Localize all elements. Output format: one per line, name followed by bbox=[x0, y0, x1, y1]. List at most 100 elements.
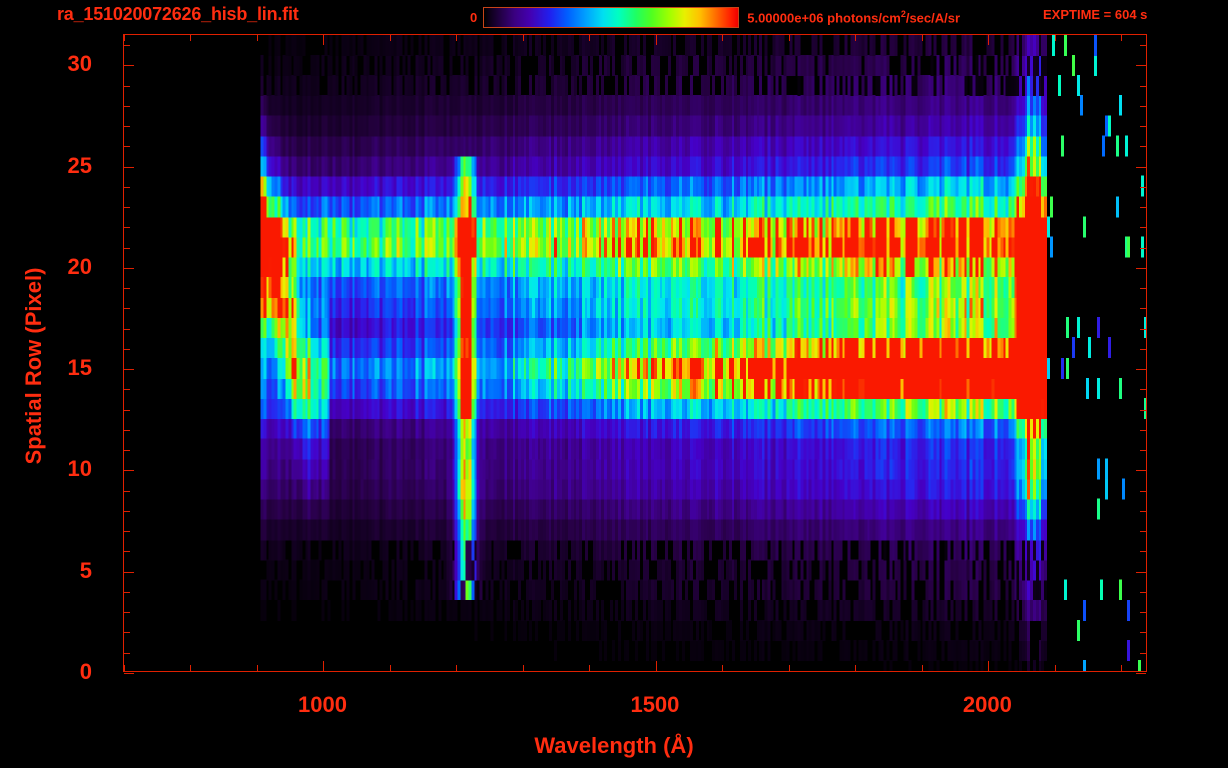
x-tick-1800 bbox=[855, 665, 856, 671]
y-tick-24 bbox=[124, 187, 130, 188]
colorbar-units-exponent: 2 bbox=[900, 8, 906, 19]
y-tick-right-2 bbox=[1140, 632, 1146, 633]
y-tick-16 bbox=[124, 349, 130, 350]
x-tick-1300 bbox=[523, 665, 524, 671]
x-tick-top-900 bbox=[257, 35, 258, 41]
y-tick-4 bbox=[124, 592, 130, 593]
x-axis-title: Wavelength (Å) bbox=[534, 733, 694, 758]
y-tick-29 bbox=[124, 86, 130, 87]
y-tick-20 bbox=[124, 268, 134, 269]
y-tick-right-3 bbox=[1140, 612, 1146, 613]
x-tick-label-2000: 2000 bbox=[962, 692, 1012, 717]
y-tick-right-7 bbox=[1140, 531, 1146, 532]
y-tick-right-26 bbox=[1140, 146, 1146, 147]
x-tick-top-800 bbox=[190, 35, 191, 41]
x-tick-top-1000 bbox=[323, 35, 324, 45]
y-tick-right-24 bbox=[1140, 187, 1146, 188]
y-tick-right-23 bbox=[1140, 207, 1146, 208]
x-tick-top-2200 bbox=[1121, 35, 1122, 41]
x-tick-1200 bbox=[456, 665, 457, 671]
file-title: ra_151020072626_hisb_lin.fit bbox=[57, 4, 299, 24]
x-tick-top-700 bbox=[124, 35, 125, 41]
y-tick-6 bbox=[124, 551, 130, 552]
y-tick-right-13 bbox=[1140, 410, 1146, 411]
spectrogram-image bbox=[124, 35, 1146, 671]
colorbar-max-value: 5.00000e+06 bbox=[747, 10, 824, 26]
y-tick-right-20 bbox=[1136, 268, 1146, 269]
y-tick-7 bbox=[124, 531, 130, 532]
y-tick-right-4 bbox=[1140, 592, 1146, 593]
y-tick-23 bbox=[124, 207, 130, 208]
y-tick-27 bbox=[124, 126, 130, 127]
x-tick-2000 bbox=[988, 661, 989, 671]
y-tick-17 bbox=[124, 329, 130, 330]
x-tick-1500 bbox=[656, 661, 657, 671]
x-tick-700 bbox=[124, 665, 125, 671]
y-tick-12 bbox=[124, 430, 130, 431]
colorbar-min-label: 0 bbox=[470, 9, 478, 25]
y-tick-right-5 bbox=[1136, 572, 1146, 573]
x-tick-top-1600 bbox=[722, 35, 723, 41]
y-tick-label-15: 15 bbox=[67, 355, 92, 381]
x-tick-label-1000: 1000 bbox=[297, 692, 347, 717]
x-tick-top-1700 bbox=[789, 35, 790, 41]
y-tick-right-12 bbox=[1140, 430, 1146, 431]
x-tick-top-1900 bbox=[922, 35, 923, 41]
y-tick-right-27 bbox=[1140, 126, 1146, 127]
y-tick-right-0 bbox=[1136, 673, 1146, 674]
y-tick-label-5: 5 bbox=[79, 557, 92, 583]
y-tick-1 bbox=[124, 653, 130, 654]
y-tick-right-15 bbox=[1136, 369, 1146, 370]
x-tick-top-1300 bbox=[523, 35, 524, 41]
y-tick-right-1 bbox=[1140, 653, 1146, 654]
y-tick-19 bbox=[124, 288, 130, 289]
y-tick-right-25 bbox=[1136, 167, 1146, 168]
x-tick-top-1100 bbox=[390, 35, 391, 41]
y-tick-right-8 bbox=[1140, 511, 1146, 512]
y-tick-26 bbox=[124, 146, 130, 147]
y-tick-right-22 bbox=[1140, 227, 1146, 228]
y-tick-2 bbox=[124, 632, 130, 633]
x-tick-1900 bbox=[922, 665, 923, 671]
y-tick-right-9 bbox=[1140, 491, 1146, 492]
x-tick-top-1800 bbox=[855, 35, 856, 41]
y-axis-title: Spatial Row (Pixel) bbox=[21, 267, 46, 465]
y-tick-right-29 bbox=[1140, 86, 1146, 87]
x-tick-top-2000 bbox=[988, 35, 989, 45]
y-tick-right-10 bbox=[1136, 470, 1146, 471]
y-tick-right-21 bbox=[1140, 248, 1146, 249]
y-tick-8 bbox=[124, 511, 130, 512]
y-tick-right-18 bbox=[1140, 308, 1146, 309]
x-tick-1100 bbox=[390, 665, 391, 671]
y-tick-21 bbox=[124, 248, 130, 249]
y-tick-right-14 bbox=[1140, 389, 1146, 390]
x-tick-2100 bbox=[1055, 665, 1056, 671]
x-tick-top-1400 bbox=[589, 35, 590, 41]
y-tick-right-6 bbox=[1140, 551, 1146, 552]
y-tick-10 bbox=[124, 470, 134, 471]
x-tick-2200 bbox=[1121, 665, 1122, 671]
x-tick-top-2100 bbox=[1055, 35, 1056, 41]
y-tick-right-16 bbox=[1140, 349, 1146, 350]
y-tick-30 bbox=[124, 65, 134, 66]
x-tick-800 bbox=[190, 665, 191, 671]
y-tick-label-10: 10 bbox=[67, 456, 92, 482]
colorbar-gradient bbox=[483, 6, 740, 28]
colorbar-group: 0 5.00000e+06 photons/cm2/sec/A/sr bbox=[470, 4, 960, 30]
y-tick-31 bbox=[124, 45, 130, 46]
y-tick-28 bbox=[124, 106, 130, 107]
exposure-time-label: EXPTIME = 604 s bbox=[1043, 7, 1148, 22]
x-tick-label-1500: 1500 bbox=[630, 692, 680, 717]
y-tick-right-31 bbox=[1140, 45, 1146, 46]
plot-frame bbox=[123, 34, 1147, 674]
x-tick-900 bbox=[257, 665, 258, 671]
y-tick-right-30 bbox=[1136, 65, 1146, 66]
y-tick-0 bbox=[124, 673, 134, 674]
y-tick-25 bbox=[124, 167, 134, 168]
colorbar-units-suffix: /sec/A/sr bbox=[905, 10, 961, 26]
y-tick-label-0: 0 bbox=[79, 659, 92, 684]
y-tick-18 bbox=[124, 308, 130, 309]
y-tick-11 bbox=[124, 450, 130, 451]
y-tick-right-11 bbox=[1140, 450, 1146, 451]
x-tick-1600 bbox=[722, 665, 723, 671]
